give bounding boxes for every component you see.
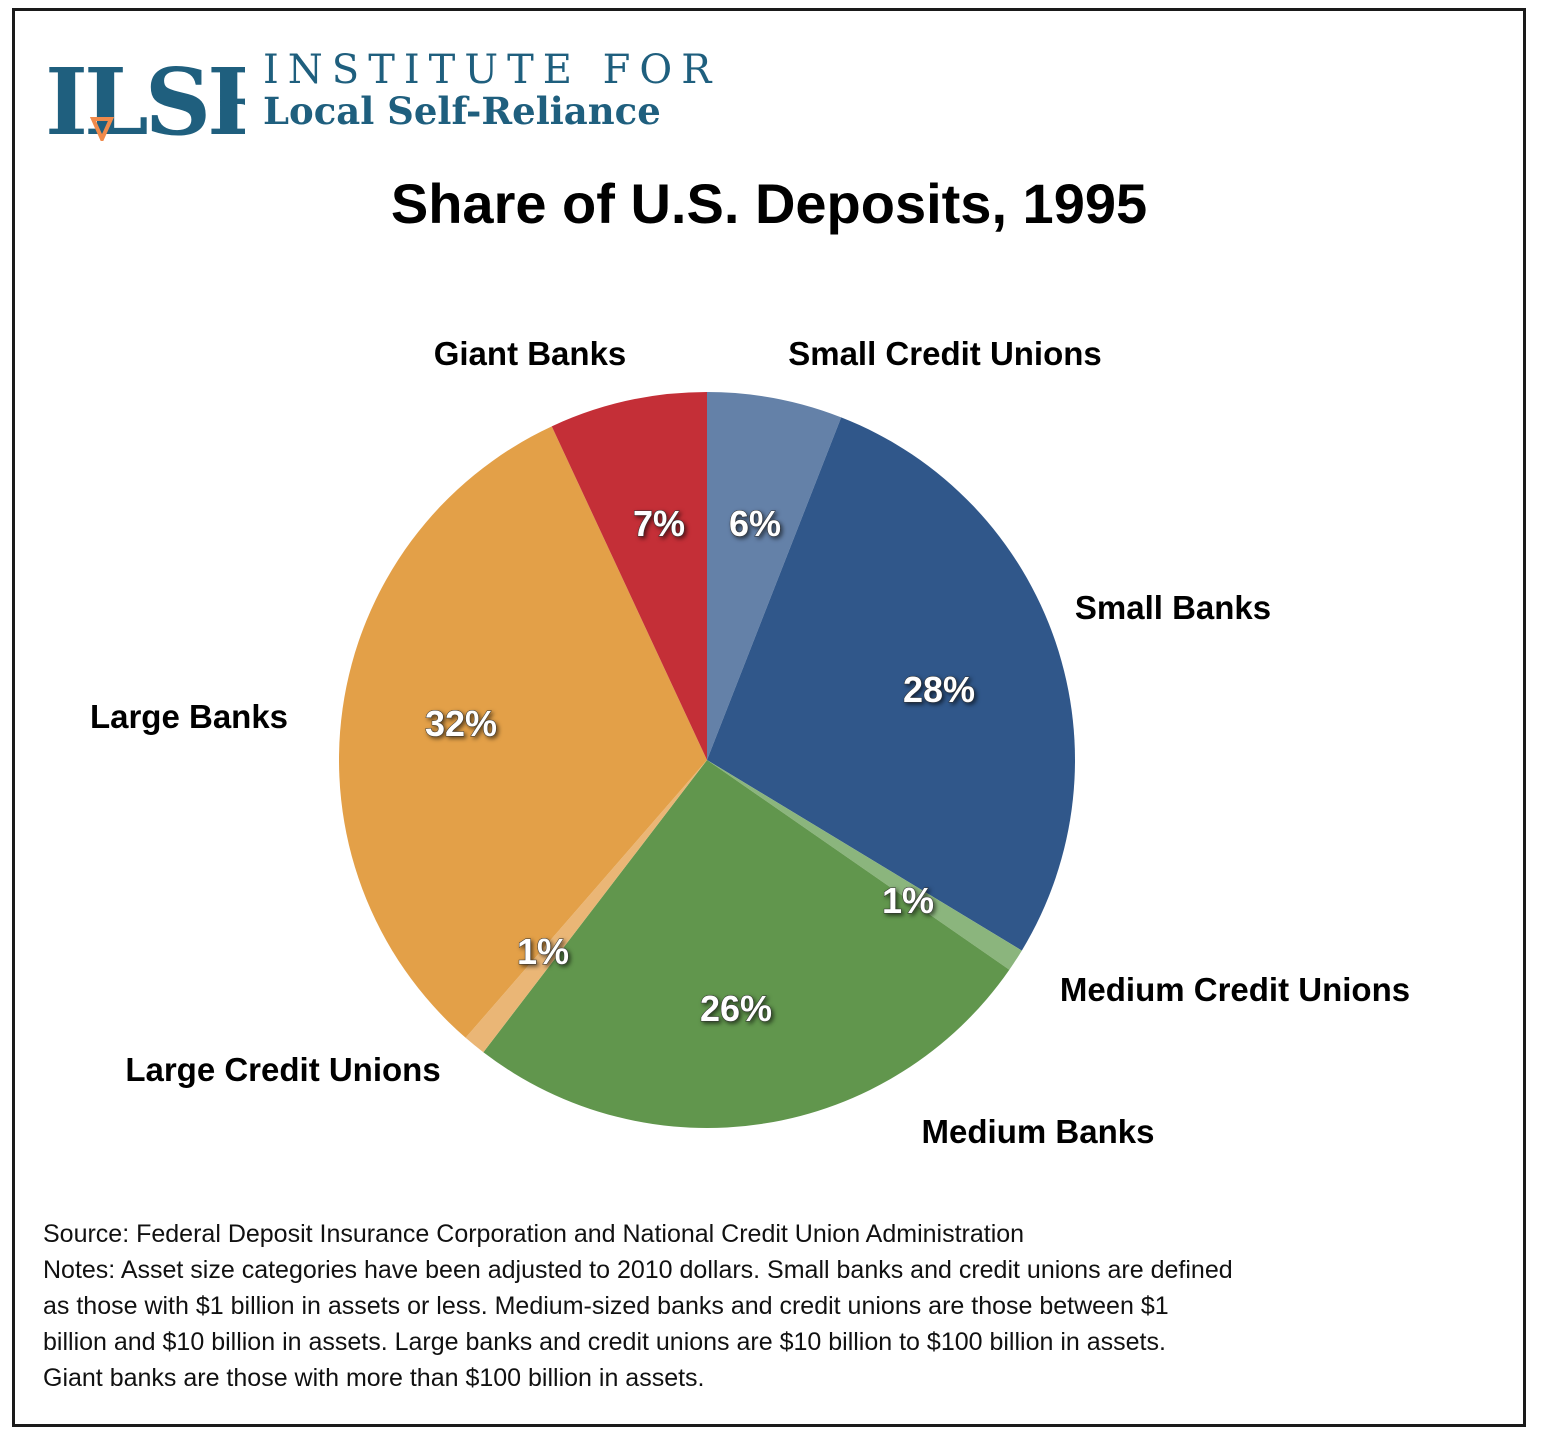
- slice-value-medium-banks: 26%: [700, 988, 772, 1029]
- pie-slice-small-banks: [707, 417, 1075, 951]
- slice-label-small-banks: Small Banks: [1075, 589, 1271, 626]
- pie-slice-medium-banks: [483, 760, 1010, 1128]
- pie-slice-small-credit-unions: [707, 392, 842, 760]
- logo-mark-text: ILSR: [45, 48, 245, 141]
- ilsr-logo-icon: ILSR: [45, 48, 245, 141]
- pie-chart: Small Credit Unions 6% Small Banks 28% Mediu…: [90, 335, 1410, 1150]
- slice-value-small-banks: 28%: [903, 669, 975, 710]
- notes-line-2: as those with $1 billion in assets or le…: [43, 1292, 1169, 1320]
- notes-line-1: Notes: Asset size categories have been a…: [43, 1256, 1233, 1284]
- source-line: Source: Federal Deposit Insurance Corpor…: [43, 1220, 1025, 1248]
- notes-line-3: billion and $10 billion in assets. Large…: [43, 1328, 1166, 1356]
- pie-slice-medium-credit-unions: [707, 760, 1022, 970]
- source-notes: Source: Federal Deposit Insurance Corpor…: [43, 1216, 1443, 1396]
- chart-title: Share of U.S. Deposits, 1995: [390, 172, 1148, 235]
- slice-value-small-credit-unions: 6%: [729, 503, 781, 544]
- slice-value-giant-banks: 7%: [633, 503, 685, 544]
- slice-value-medium-credit-unions: 1%: [882, 880, 934, 921]
- logo-local-self-reliance: Local Self-Reliance: [263, 89, 661, 133]
- slice-label-medium-credit-unions: Medium Credit Unions: [1060, 971, 1410, 1008]
- notes-line-4: Giant banks are those with more than $10…: [43, 1364, 705, 1392]
- chart-frame: ILSR INSTITUTE FOR Local Self-Reliance S…: [12, 8, 1526, 1427]
- logo-institute-for: INSTITUTE FOR: [263, 47, 721, 93]
- pie-slice-large-banks: [338, 426, 707, 1038]
- slice-label-small-credit-unions: Small Credit Unions: [788, 335, 1102, 372]
- slice-value-large-banks: 32%: [425, 703, 497, 744]
- slice-label-large-credit-unions: Large Credit Unions: [125, 1051, 440, 1088]
- slice-label-giant-banks: Giant Banks: [434, 335, 627, 372]
- slice-label-medium-banks: Medium Banks: [922, 1113, 1155, 1150]
- pie-slice-giant-banks: [551, 392, 707, 760]
- slice-value-large-credit-unions: 1%: [517, 931, 569, 972]
- slice-label-large-banks: Large Banks: [90, 698, 288, 735]
- pie-slice-large-credit-unions: [465, 760, 707, 1053]
